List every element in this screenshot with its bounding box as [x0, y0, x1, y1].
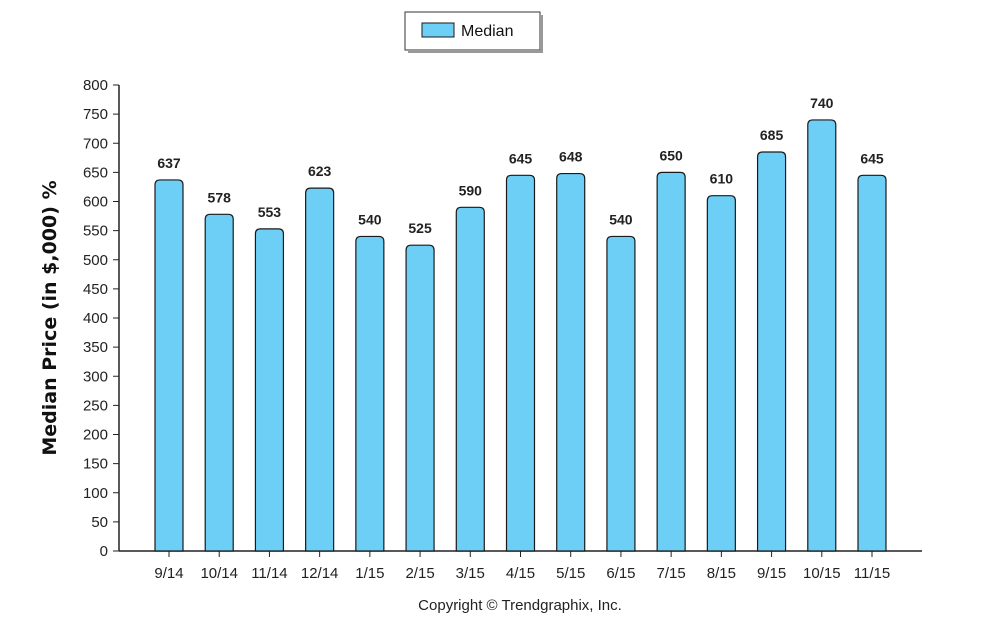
- bar-value-label: 645: [509, 150, 533, 166]
- x-tick-label: 8/15: [707, 565, 736, 582]
- copyright-text: Copyright © Trendgraphix, Inc.: [418, 597, 622, 614]
- x-tick-label: 11/15: [854, 565, 890, 582]
- y-axis-title: Median Price (in $,000) %: [39, 180, 61, 455]
- bar-value-label: 645: [860, 150, 884, 166]
- bar: [706, 195, 736, 552]
- x-tick-label: 9/14: [154, 565, 183, 582]
- y-tick-label: 400: [83, 310, 108, 327]
- bar: [505, 174, 536, 552]
- x-tick-label: 5/15: [556, 565, 585, 582]
- bar-value-label: 525: [408, 220, 432, 236]
- y-tick-label: 150: [83, 456, 108, 473]
- bar: [455, 206, 485, 552]
- bar: [656, 171, 686, 552]
- y-tick-label: 700: [83, 135, 108, 152]
- bar: [154, 179, 184, 552]
- x-tick-label: 4/15: [506, 565, 535, 582]
- x-tick-label: 9/15: [757, 565, 786, 582]
- bar-value-label: 648: [559, 149, 583, 165]
- y-tick-label: 200: [83, 427, 108, 444]
- x-tick-label: 12/14: [301, 565, 339, 582]
- bar-value-label: 540: [609, 211, 633, 227]
- y-tick-label: 300: [83, 368, 108, 385]
- x-tick-label: 7/15: [657, 565, 686, 582]
- y-tick-label: 650: [83, 164, 108, 181]
- bar-value-label: 650: [659, 147, 683, 163]
- bar-value-label: 637: [157, 155, 181, 171]
- data-labels: 637 578 553 623 540 525 590 645 648 540 650 610 685 7…: [157, 95, 884, 236]
- y-tick-label: 350: [83, 339, 108, 356]
- x-tick-label: 10/15: [803, 565, 841, 582]
- legend-swatch: [421, 22, 455, 38]
- legend-label-median: Median: [461, 23, 513, 40]
- y-tick-label: 800: [83, 77, 108, 94]
- y-tick-label: 500: [83, 252, 108, 269]
- y-tick-label: 50: [91, 514, 108, 531]
- bar-value-label: 553: [258, 204, 282, 220]
- bar: [606, 235, 636, 552]
- y-tick-label: 250: [83, 397, 108, 414]
- legend: Median: [404, 11, 543, 53]
- bars: [154, 119, 887, 552]
- bar-value-label: 540: [358, 211, 382, 227]
- bar: [556, 172, 586, 552]
- bar: [807, 119, 837, 552]
- bar-value-label: 590: [459, 182, 483, 198]
- bar-value-label: 578: [208, 189, 232, 205]
- y-tick-label: 750: [83, 106, 108, 123]
- bar-value-label: 685: [760, 127, 784, 143]
- x-tick-label: 6/15: [606, 565, 635, 582]
- bar: [756, 151, 787, 552]
- x-tick-label: 3/15: [456, 565, 485, 582]
- bar-value-label: 623: [308, 163, 332, 179]
- y-tick-label: 550: [83, 223, 108, 240]
- axes: 0 50 100 150 200 250 300 350 400 450 500 550 600 650 7…: [83, 77, 922, 582]
- bar: [204, 213, 234, 552]
- bar: [405, 244, 435, 552]
- y-tick-label: 600: [83, 194, 108, 211]
- x-tick-label: 11/14: [251, 565, 287, 582]
- x-tick-label: 1/15: [355, 565, 384, 582]
- bar: [305, 187, 335, 552]
- legend-box-shadow: [540, 15, 543, 53]
- y-tick-label: 450: [83, 281, 108, 298]
- y-tick-label: 0: [100, 543, 108, 560]
- y-tick-label: 100: [83, 485, 108, 502]
- bar-value-label: 610: [710, 171, 734, 187]
- x-tick-label: 2/15: [405, 565, 434, 582]
- bar-value-label: 740: [810, 95, 834, 111]
- bar: [857, 174, 887, 552]
- legend-box-shadow-bottom: [408, 50, 543, 53]
- bar: [355, 235, 385, 552]
- bar: [254, 228, 285, 552]
- x-tick-label: 10/14: [200, 565, 238, 582]
